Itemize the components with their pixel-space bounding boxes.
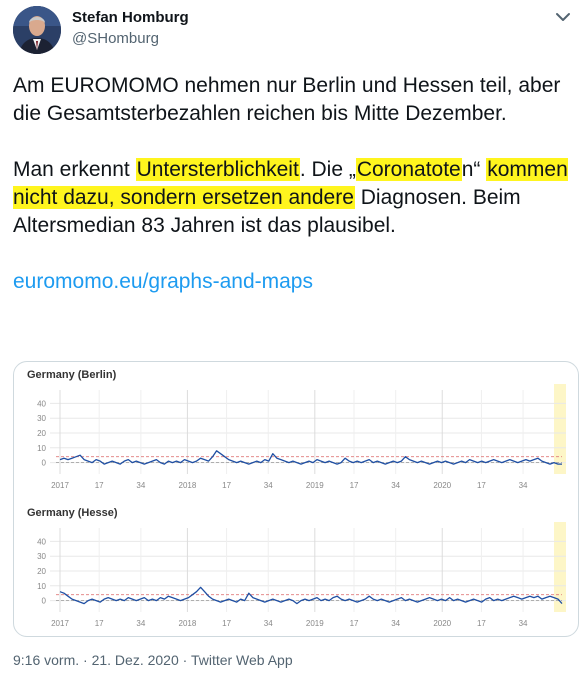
text-segment: n“: [461, 158, 487, 181]
x-tick-label: 34: [519, 481, 528, 490]
text-segment: Diagnosen. Beim Altersmedian 83 Jahren i…: [13, 186, 521, 237]
y-tick-label: 10: [37, 444, 46, 453]
x-tick-label: 34: [391, 481, 400, 490]
y-tick-label: 10: [37, 582, 46, 591]
more-options-button[interactable]: [552, 6, 574, 28]
x-tick-label: 34: [136, 619, 145, 628]
x-tick-label: 34: [391, 619, 400, 628]
y-tick-label: 40: [37, 399, 46, 408]
y-tick-label: 40: [37, 537, 46, 546]
highlight: Untersterblichkeit: [135, 158, 300, 181]
x-tick-label: 2020: [433, 619, 451, 628]
x-tick-label: 34: [264, 481, 273, 490]
x-tick-label: 17: [95, 481, 104, 490]
tweet-text: Am EUROMOMO nehmen nur Berlin und Hessen…: [13, 72, 573, 296]
media-card[interactable]: Germany (Berlin) 40 30 20 10 0 2017 17 34 2018 17 3…: [13, 361, 579, 637]
tweet-paragraph-2: Man erkennt Untersterblichkeit. Die „Cor…: [13, 156, 573, 240]
x-tick-label: 17: [222, 481, 231, 490]
recent-period-band: [554, 384, 566, 474]
x-tick-label: 17: [350, 619, 359, 628]
tweet-timestamp[interactable]: 9:16 vorm. · 21. Dez. 2020 · Twitter Web…: [13, 652, 293, 668]
chart-title: Germany (Berlin): [27, 369, 117, 381]
x-tick-label: 34: [519, 619, 528, 628]
avatar[interactable]: [13, 6, 61, 54]
x-tick-label: 17: [477, 619, 486, 628]
x-tick-label: 2020: [433, 481, 451, 490]
chart-berlin: Germany (Berlin) 40 30 20 10 0 2017 17 34 2018 17 3…: [27, 369, 566, 490]
series-line: [59, 450, 562, 465]
y-tick-label: 20: [37, 567, 46, 576]
x-tick-label: 2017: [51, 481, 69, 490]
y-tick-label: 20: [37, 429, 46, 438]
chart-hesse: Germany (Hesse) 40 30 20 10 0 2017 17 34 2018 17 34…: [27, 507, 566, 628]
x-tick-label: 17: [95, 619, 104, 628]
tweet-paragraph-1: Am EUROMOMO nehmen nur Berlin und Hessen…: [13, 74, 561, 125]
y-tick-label: 30: [37, 552, 46, 561]
x-tick-label: 2017: [51, 619, 69, 628]
chart-title: Germany (Hesse): [27, 507, 118, 519]
x-tick-label: 2018: [179, 619, 197, 628]
text-segment: . Die „: [299, 158, 356, 181]
x-tick-label: 2019: [306, 481, 324, 490]
highlight: Coronatote: [355, 158, 462, 181]
x-tick-label: 17: [222, 619, 231, 628]
x-tick-label: 17: [477, 481, 486, 490]
series-line: [59, 586, 563, 605]
y-tick-label: 0: [42, 459, 47, 468]
y-tick-label: 0: [42, 597, 47, 606]
x-tick-label: 17: [350, 481, 359, 490]
author-name[interactable]: Stefan Homburg: [72, 9, 189, 26]
y-tick-label: 30: [37, 414, 46, 423]
x-tick-label: 34: [136, 481, 145, 490]
x-tick-label: 2018: [179, 481, 197, 490]
recent-period-band: [554, 522, 566, 612]
author-handle[interactable]: @SHomburg: [72, 30, 159, 47]
x-tick-label: 2019: [306, 619, 324, 628]
text-segment: Man erkennt: [13, 158, 136, 181]
x-tick-label: 34: [264, 619, 273, 628]
chevron-down-icon: [556, 13, 570, 21]
tweet-link[interactable]: euromomo.eu/graphs-and-maps: [13, 270, 313, 293]
